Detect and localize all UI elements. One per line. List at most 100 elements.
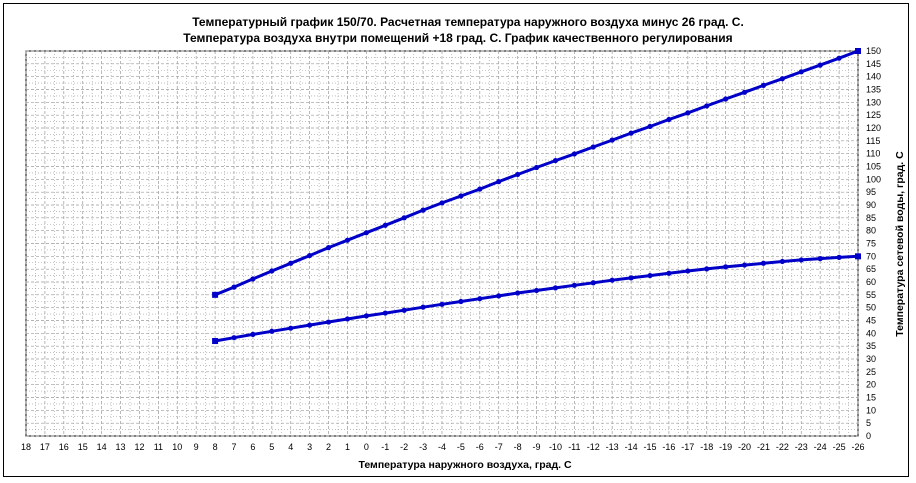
x-tick-label: 13: [116, 442, 126, 452]
x-tick-label: -21: [757, 442, 770, 452]
x-tick-label: 15: [78, 442, 88, 452]
x-tick-label: -20: [738, 442, 751, 452]
x-tick-label: -24: [814, 442, 827, 452]
x-tick-label: 1: [345, 442, 350, 452]
y-tick-label: 40: [866, 328, 876, 338]
series-2-point: [647, 272, 653, 279]
x-tick-label: -10: [549, 442, 562, 452]
series-1-point: [212, 291, 219, 298]
chart-title-line-1: Температурный график 150/70. Расчетная т…: [192, 15, 744, 29]
series-2-point: [571, 282, 577, 288]
x-tick-label: 18: [21, 442, 31, 452]
x-tick-label: -22: [776, 442, 789, 452]
x-tick-label: -6: [476, 442, 484, 452]
x-tick-label: -16: [662, 442, 675, 452]
x-tick-label: -13: [606, 442, 619, 452]
major-grid: [25, 50, 859, 437]
series-1-point: [571, 151, 577, 157]
y-tick-label: 30: [866, 354, 876, 364]
series-1-point: [817, 62, 823, 68]
y-tick-label: 100: [866, 174, 881, 184]
x-tick-label: 10: [172, 442, 182, 452]
x-tick-label: -9: [533, 442, 541, 452]
y-tick-label: 5: [866, 418, 871, 428]
series-1-point: [741, 89, 748, 95]
series-1-point: [420, 207, 426, 213]
y-tick-label: 115: [866, 136, 880, 146]
x-tick-labels: 18 17 16 15 14 13 12 11 10 9 8 7 6 5 4 3 2 1 0 -1 -2 -3 -4 -5 -6…: [21, 442, 865, 452]
x-tick-label: 14: [97, 442, 107, 452]
series-1-point: [836, 55, 842, 61]
x-tick-label: 3: [307, 442, 312, 452]
series-1-point: [231, 284, 237, 290]
series-1-point: [647, 123, 653, 130]
series-1-point: [760, 82, 767, 88]
series-2-point: [269, 328, 275, 334]
y-tick-label: 135: [866, 85, 881, 95]
x-tick-label: 9: [194, 442, 199, 452]
series-1-point: [704, 103, 710, 109]
series-2-point: [533, 287, 540, 294]
series-1-point: [515, 171, 521, 178]
y-axis-title: Температура сетевой воды, град. С: [894, 151, 906, 337]
y-tick-label: 95: [866, 187, 876, 197]
y-tick-label: 85: [866, 213, 876, 223]
series-2-point: [590, 280, 596, 286]
y-tick-label: 15: [866, 393, 876, 403]
x-tick-label: -25: [833, 442, 846, 452]
series-1-point: [439, 200, 445, 206]
y-tick-label: 140: [866, 72, 881, 82]
x-tick-label: 8: [213, 442, 218, 452]
series-2-point: [704, 266, 710, 272]
series-2-point: [779, 258, 785, 265]
y-tick-label: 65: [866, 264, 876, 274]
series-2-point: [723, 264, 729, 270]
series-2-point: [307, 322, 313, 328]
series-2-point: [760, 260, 767, 266]
x-tick-label: -18: [700, 442, 713, 452]
series-1-point: [798, 69, 804, 75]
y-tick-labels: 0 5 10 15 20 25 30 35 40 45 50 55 60 65 70 75 80 85 90 95 10…: [866, 46, 881, 441]
x-tick-label: -3: [419, 442, 427, 452]
series-1-point: [250, 276, 256, 282]
series-2-point: [552, 285, 559, 291]
x-tick-label: 12: [134, 442, 144, 452]
x-tick-label: -4: [438, 442, 446, 452]
y-tick-label: 35: [866, 341, 876, 351]
y-tick-label: 80: [866, 226, 876, 236]
y-tick-label: 90: [866, 200, 876, 210]
series-2-point: [382, 310, 388, 316]
series-2-point: [798, 257, 804, 263]
y-tick-label: 50: [866, 303, 876, 313]
x-tick-label: 5: [269, 442, 274, 452]
x-tick-label: 17: [40, 442, 50, 452]
series-2-point: [836, 254, 842, 260]
y-tick-label: 0: [866, 431, 871, 441]
y-tick-label: 150: [866, 46, 881, 56]
y-tick-label: 105: [866, 162, 881, 172]
series-1-point: [477, 186, 483, 192]
series-2-point: [496, 293, 502, 299]
y-tick-label: 75: [866, 239, 876, 249]
series-1-point: [344, 237, 351, 243]
series-2-point: [666, 270, 672, 276]
series-1-point: [382, 222, 388, 228]
series-2-point: [212, 338, 219, 345]
x-tick-label: 16: [59, 442, 69, 452]
x-tick-label: 0: [364, 442, 369, 452]
chart-title-line-2: Температура воздуха внутри помещений +18…: [183, 31, 732, 45]
x-tick-label: -23: [795, 442, 808, 452]
y-tick-label: 55: [866, 290, 876, 300]
series-1-point: [307, 252, 313, 259]
x-tick-label: -2: [400, 442, 408, 452]
series-1-point: [496, 179, 502, 185]
y-tick-label: 145: [866, 59, 881, 69]
x-tick-label: -7: [495, 442, 503, 452]
x-tick-label: -1: [381, 442, 389, 452]
series-1-point: [533, 164, 540, 171]
series-1-point: [325, 245, 332, 251]
series-2-point: [288, 325, 294, 331]
series-2-point: [231, 335, 237, 341]
y-tick-label: 60: [866, 277, 876, 287]
